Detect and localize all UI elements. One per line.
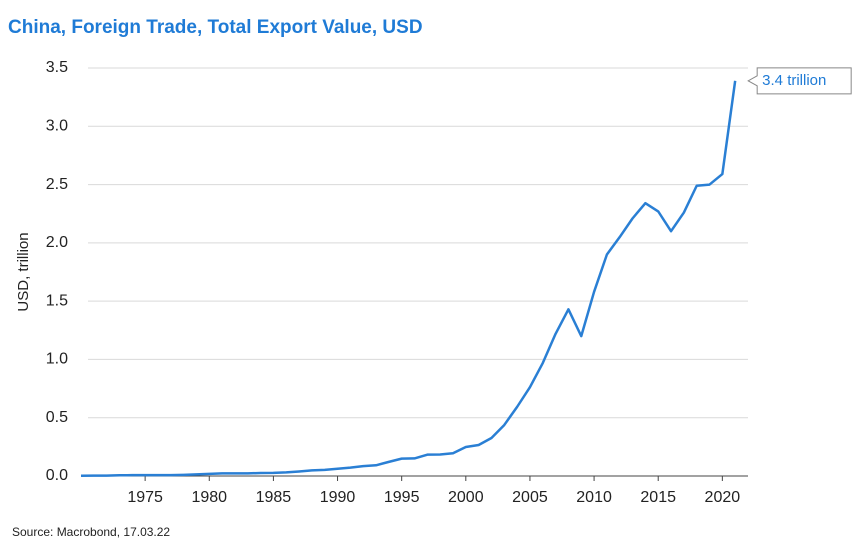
annotation: 3.4 trillion xyxy=(762,72,826,89)
x-tick-label: 1995 xyxy=(384,489,420,506)
y-tick-label: 0.0 xyxy=(46,467,68,484)
x-tick-label: 2010 xyxy=(576,489,612,506)
source: Source: Macrobond, 17.03.22 xyxy=(12,525,170,539)
x-tick-label: 2020 xyxy=(705,489,741,506)
y-tick-label: 1.0 xyxy=(46,351,68,368)
line xyxy=(80,80,737,478)
x-tick-label: 1975 xyxy=(127,489,163,506)
y-tick-label: 1.5 xyxy=(46,292,68,309)
x-tick-label: 2015 xyxy=(640,489,676,506)
y-tick-label: 3.0 xyxy=(46,118,68,135)
y-axis-label: USD, trillion xyxy=(15,232,32,311)
y-tick-label: 2.5 xyxy=(46,176,68,193)
chart-title: China, Foreign Trade, Total Export Value… xyxy=(8,17,423,38)
x-tick-label: 1990 xyxy=(320,489,356,506)
x-tick-label: 2005 xyxy=(512,489,548,506)
y-tick-label: 0.5 xyxy=(46,409,68,426)
annotation-box xyxy=(747,67,852,95)
x-tick-label: 1980 xyxy=(191,489,227,506)
x-tick-label: 2000 xyxy=(448,489,484,506)
y-tick-label: 2.0 xyxy=(46,234,68,251)
x-tick-label: 1985 xyxy=(256,489,292,506)
y-tick-label: 3.5 xyxy=(46,59,68,76)
